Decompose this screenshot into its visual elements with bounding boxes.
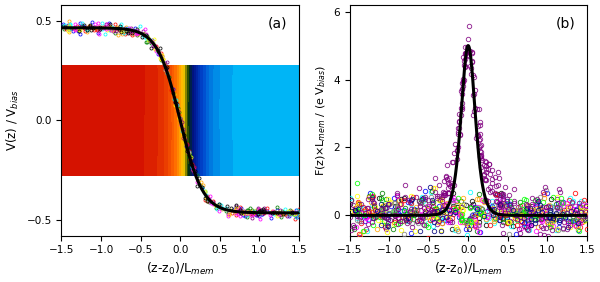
Y-axis label: F(z)×L$_{mem}$ / (e V$_{bias}$): F(z)×L$_{mem}$ / (e V$_{bias}$) <box>314 65 328 176</box>
Y-axis label: V(z) / V$_{bias}$: V(z) / V$_{bias}$ <box>5 89 21 151</box>
X-axis label: (z-z$_0$)/L$_{mem}$: (z-z$_0$)/L$_{mem}$ <box>434 261 502 277</box>
X-axis label: (z-z$_0$)/L$_{mem}$: (z-z$_0$)/L$_{mem}$ <box>146 261 214 277</box>
Text: (b): (b) <box>556 16 576 30</box>
Text: (a): (a) <box>268 16 287 30</box>
